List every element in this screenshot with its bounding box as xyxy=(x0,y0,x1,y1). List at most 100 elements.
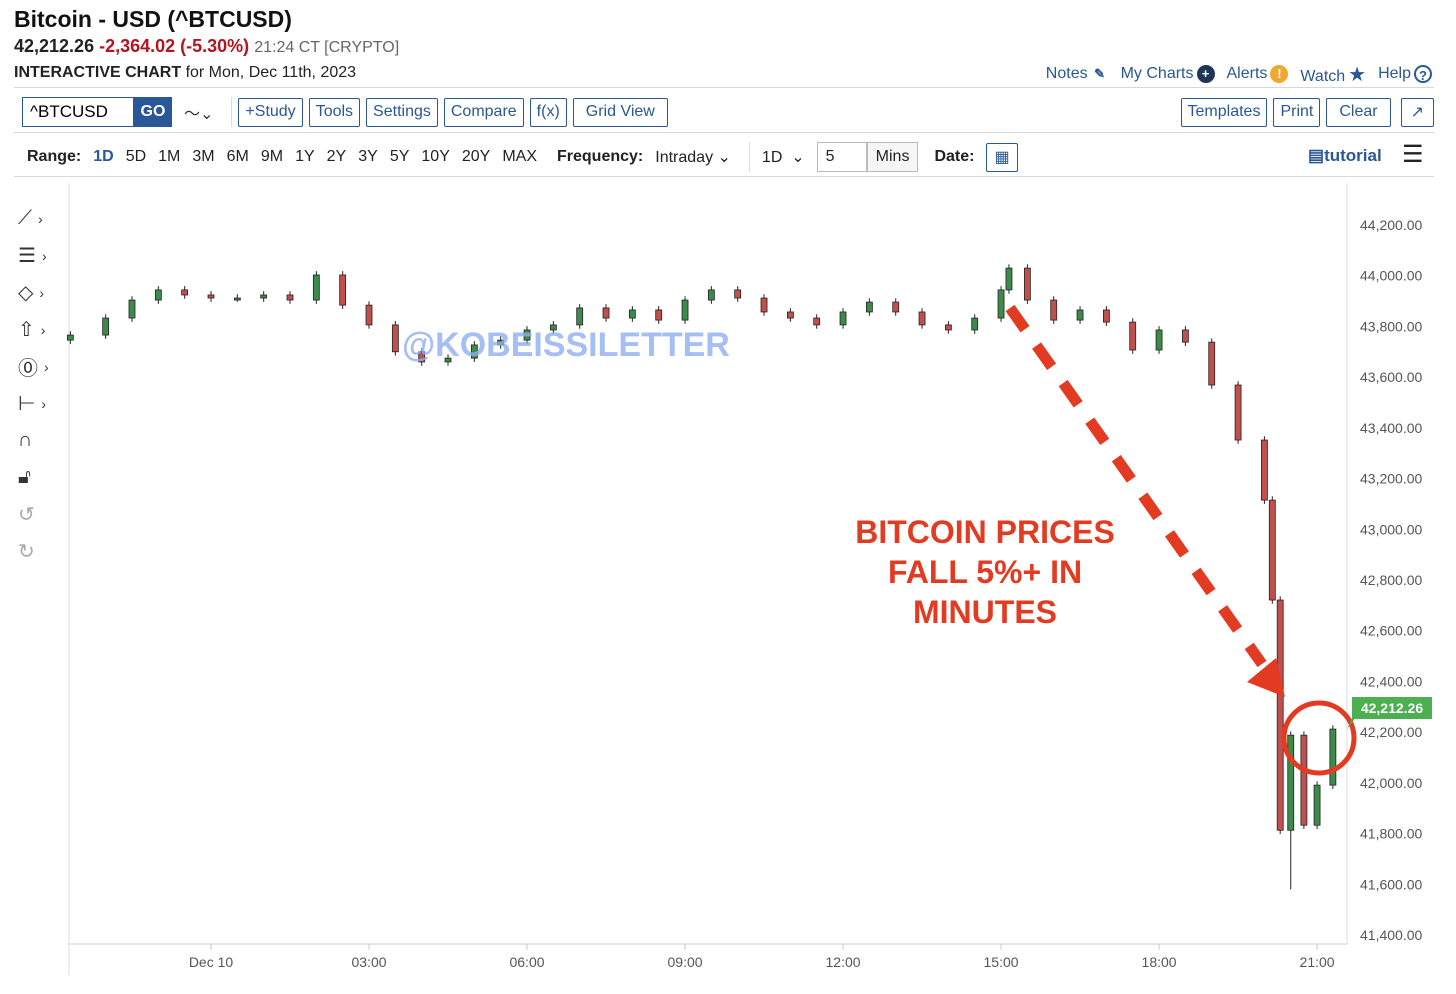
price-change: -2,364.02 (-5.30%) xyxy=(99,36,250,56)
candle xyxy=(1234,384,1242,441)
arrow-tool[interactable]: ⇧ › xyxy=(18,311,64,348)
chart-type-dropdown-icon[interactable]: 〜⌄ xyxy=(184,106,214,123)
help-link[interactable]: Help? xyxy=(1378,65,1432,84)
redo-button[interactable]: ↻ xyxy=(18,533,64,570)
go-button[interactable]: GO xyxy=(134,97,172,127)
fx-button[interactable]: f(x) xyxy=(529,97,567,127)
x-tick-label: 18:00 xyxy=(1142,954,1177,970)
candle xyxy=(260,294,268,299)
tools-button[interactable]: Tools xyxy=(308,97,361,127)
candle xyxy=(734,289,742,299)
chart-subtitle: INTERACTIVE CHART for Mon, Dec 11th, 202… xyxy=(14,64,356,82)
divider xyxy=(748,142,750,172)
candle xyxy=(339,274,347,306)
settings-button[interactable]: Settings xyxy=(366,97,438,127)
range-9m[interactable]: 9M xyxy=(260,148,284,165)
candle xyxy=(971,317,979,331)
measure-icon: ⊢ xyxy=(18,393,36,415)
fib-tool[interactable]: ☰ › xyxy=(18,237,64,274)
lock-tool[interactable]: 🔓︎ xyxy=(18,459,64,496)
symbol-input[interactable] xyxy=(22,97,134,127)
candle xyxy=(1050,299,1058,321)
measure-tool[interactable]: ⊢ › xyxy=(18,385,64,422)
x-tick-label: 06:00 xyxy=(509,954,544,970)
plus-circle-icon: + xyxy=(1196,65,1215,84)
chevron-down-icon: ⌄ xyxy=(717,149,731,166)
y-tick-label: 43,200.00 xyxy=(1360,471,1422,487)
range-5d[interactable]: 5D xyxy=(125,148,147,165)
undo-button[interactable]: ↺ xyxy=(18,496,64,533)
magnet-tool[interactable]: ∩ xyxy=(18,422,64,459)
symbol-search: GO xyxy=(22,97,172,127)
watch-link[interactable]: Watch ★ xyxy=(1300,64,1367,86)
candle xyxy=(997,289,1005,319)
candle xyxy=(918,311,926,326)
candle xyxy=(1076,309,1084,321)
alert-icon: ! xyxy=(1270,65,1289,84)
range-1d[interactable]: 1D xyxy=(93,148,114,165)
candle xyxy=(66,334,74,341)
label-tool[interactable]: ⓪ › xyxy=(18,348,64,385)
shape-tool[interactable]: ◇ › xyxy=(18,274,64,311)
candle xyxy=(1276,599,1284,831)
toolbar: GO 〜⌄ +Study Tools Settings Compare f(x)… xyxy=(22,97,1434,127)
line-icon: ⟋ xyxy=(18,207,32,229)
range-2y[interactable]: 2Y xyxy=(326,148,347,165)
range-label: Range: xyxy=(27,148,82,165)
candle xyxy=(470,344,478,359)
candle xyxy=(444,357,452,363)
print-button[interactable]: Print xyxy=(1273,97,1321,127)
last-price-badge xyxy=(1352,697,1432,719)
last-price-badge-text: 42,212.26 xyxy=(1361,700,1423,716)
chart-label: INTERACTIVE CHART xyxy=(14,64,182,81)
annotation-arrow xyxy=(1005,304,1285,697)
my-charts-link[interactable]: My Charts + xyxy=(1121,65,1215,84)
range-1y[interactable]: 1Y xyxy=(295,148,315,165)
calendar-icon[interactable]: ▦ xyxy=(986,142,1018,172)
compare-button[interactable]: Compare xyxy=(443,97,524,127)
divider xyxy=(14,132,1434,133)
notes-link[interactable]: Notes ✎ xyxy=(1046,65,1109,83)
period-dropdown[interactable]: 1D ⌄ xyxy=(761,149,805,166)
alerts-link[interactable]: Alerts! xyxy=(1227,65,1289,84)
magnet-icon: ∩ xyxy=(18,429,33,451)
range-20y[interactable]: 20Y xyxy=(461,148,491,165)
candle xyxy=(576,307,584,326)
line-tool[interactable]: ⟋ › xyxy=(18,200,64,237)
candle xyxy=(233,297,241,301)
range-10y[interactable]: 10Y xyxy=(421,148,450,165)
templates-button[interactable]: Templates xyxy=(1180,97,1268,127)
candle xyxy=(1208,341,1216,386)
expand-button[interactable]: ↗ xyxy=(1400,97,1434,127)
undo-icon: ↺ xyxy=(18,504,35,526)
grid-view-button[interactable]: Grid View xyxy=(572,97,668,127)
range-5y[interactable]: 5Y xyxy=(389,148,410,165)
chevron-right-icon: › xyxy=(38,210,43,227)
candle xyxy=(1287,734,1295,831)
range-max[interactable]: MAX xyxy=(502,148,537,165)
candle xyxy=(813,317,821,326)
range-3m[interactable]: 3M xyxy=(192,148,215,165)
range-1m[interactable]: 1M xyxy=(158,148,181,165)
menu-icon[interactable]: ☰ xyxy=(1402,141,1424,168)
interval-input[interactable]: 5 xyxy=(816,142,867,172)
candle xyxy=(1313,784,1321,826)
range-6m[interactable]: 6M xyxy=(226,148,249,165)
chevron-right-icon: › xyxy=(41,247,47,264)
quote-time: 21:24 CT [CRYPTO] xyxy=(254,39,400,56)
range-3y[interactable]: 3Y xyxy=(358,148,378,165)
candle xyxy=(1005,267,1013,291)
x-tick-label: 21:00 xyxy=(1300,954,1335,970)
x-tick-label: 03:00 xyxy=(351,954,386,970)
candle xyxy=(602,307,610,319)
clear-button[interactable]: Clear xyxy=(1326,97,1391,127)
film-icon: ▤ xyxy=(1308,146,1325,165)
frequency-dropdown[interactable]: Intraday ⌄ xyxy=(655,149,731,166)
tutorial-link[interactable]: ▤tutorial xyxy=(1308,146,1382,165)
last-price: 42,212.26 xyxy=(14,36,95,56)
star-icon: ★ xyxy=(1348,64,1367,86)
candle xyxy=(549,324,557,331)
study-button[interactable]: +Study xyxy=(238,97,303,127)
chevron-right-icon: › xyxy=(41,395,47,412)
